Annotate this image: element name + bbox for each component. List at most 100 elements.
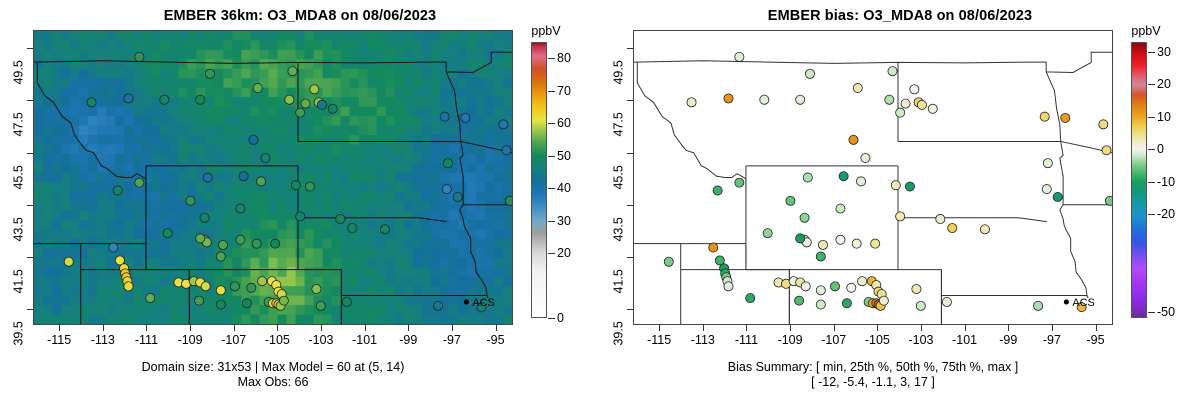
station-marker[interactable]	[134, 177, 145, 188]
station-marker[interactable]	[476, 302, 487, 313]
station-marker[interactable]	[251, 238, 262, 249]
station-marker[interactable]	[802, 172, 813, 183]
station-marker[interactable]	[846, 282, 857, 293]
station-marker[interactable]	[815, 285, 826, 296]
station-marker[interactable]	[114, 255, 125, 266]
station-marker[interactable]	[887, 66, 898, 77]
station-marker[interactable]	[686, 97, 697, 108]
station-marker[interactable]	[800, 281, 811, 292]
station-marker[interactable]	[241, 298, 252, 309]
station-marker[interactable]	[162, 228, 173, 239]
station-marker[interactable]	[1042, 158, 1053, 169]
station-marker[interactable]	[1101, 145, 1112, 156]
station-marker[interactable]	[904, 181, 915, 192]
station-marker[interactable]	[759, 94, 770, 105]
station-marker[interactable]	[1060, 112, 1071, 123]
station-marker[interactable]	[257, 276, 268, 287]
station-marker[interactable]	[145, 293, 156, 304]
station-marker[interactable]	[1052, 192, 1063, 202]
station-marker[interactable]	[159, 94, 170, 105]
station-marker[interactable]	[860, 153, 871, 163]
station-marker[interactable]	[215, 251, 226, 262]
station-marker[interactable]	[890, 180, 901, 191]
station-marker[interactable]	[712, 185, 723, 196]
station-marker[interactable]	[927, 103, 938, 114]
station-marker[interactable]	[278, 295, 289, 306]
station-marker[interactable]	[947, 223, 958, 234]
station-marker[interactable]	[311, 284, 322, 295]
station-marker[interactable]	[915, 300, 926, 311]
station-marker[interactable]	[112, 185, 123, 196]
station-marker[interactable]	[246, 282, 257, 293]
station-marker[interactable]	[804, 68, 815, 79]
station-marker[interactable]	[857, 276, 868, 287]
station-marker[interactable]	[284, 94, 295, 105]
station-marker[interactable]	[818, 239, 828, 250]
station-marker[interactable]	[460, 112, 471, 123]
station-marker[interactable]	[194, 295, 205, 306]
map-plot-bias[interactable]: ACS	[633, 30, 1113, 325]
station-marker[interactable]	[195, 94, 206, 105]
station-marker[interactable]	[895, 211, 906, 222]
station-marker[interactable]	[841, 298, 852, 309]
station-marker[interactable]	[762, 228, 773, 239]
station-marker[interactable]	[795, 233, 806, 244]
station-marker[interactable]	[341, 296, 352, 307]
station-marker[interactable]	[1041, 184, 1052, 195]
station-marker[interactable]	[442, 158, 453, 169]
station-marker[interactable]	[734, 177, 745, 188]
station-marker[interactable]	[909, 84, 920, 95]
station-marker[interactable]	[433, 300, 444, 311]
station-marker[interactable]	[795, 94, 806, 105]
station-marker[interactable]	[935, 214, 946, 224]
station-marker[interactable]	[856, 176, 867, 187]
station-marker[interactable]	[799, 212, 810, 223]
station-marker[interactable]	[835, 203, 846, 214]
station-marker[interactable]	[815, 251, 826, 262]
station-marker[interactable]	[218, 239, 228, 250]
station-marker[interactable]	[979, 224, 990, 235]
station-marker[interactable]	[252, 83, 263, 93]
station-marker[interactable]	[295, 211, 306, 222]
station-marker[interactable]	[63, 256, 74, 267]
station-marker[interactable]	[304, 181, 315, 192]
station-marker[interactable]	[1033, 300, 1044, 311]
station-marker[interactable]	[202, 172, 213, 183]
station-marker[interactable]	[1039, 111, 1050, 122]
station-marker[interactable]	[295, 107, 306, 118]
station-marker[interactable]	[439, 111, 450, 122]
station-marker[interactable]	[315, 300, 326, 311]
station-marker[interactable]	[504, 195, 512, 206]
station-marker[interactable]	[335, 214, 346, 224]
station-marker[interactable]	[895, 107, 906, 118]
station-marker[interactable]	[287, 66, 298, 77]
station-marker[interactable]	[916, 99, 927, 110]
station-marker[interactable]	[851, 238, 862, 249]
station-marker[interactable]	[195, 233, 206, 244]
station-marker[interactable]	[794, 295, 805, 306]
station-marker[interactable]	[238, 171, 249, 182]
station-marker[interactable]	[86, 97, 97, 108]
station-marker[interactable]	[327, 103, 338, 114]
station-marker[interactable]	[663, 256, 674, 267]
station-marker[interactable]	[941, 296, 952, 307]
station-marker[interactable]	[290, 180, 301, 191]
station-marker[interactable]	[235, 203, 246, 214]
station-marker[interactable]	[878, 295, 889, 306]
station-marker[interactable]	[347, 223, 358, 234]
station-marker[interactable]	[452, 192, 463, 202]
station-marker[interactable]	[723, 93, 734, 104]
station-marker[interactable]	[815, 299, 826, 310]
station-marker[interactable]	[723, 281, 734, 292]
station-marker[interactable]	[134, 51, 145, 62]
station-marker[interactable]	[900, 98, 911, 109]
station-marker[interactable]	[215, 285, 226, 296]
station-marker[interactable]	[1076, 302, 1087, 313]
station-marker[interactable]	[256, 176, 267, 187]
station-marker[interactable]	[838, 171, 849, 182]
station-marker[interactable]	[911, 284, 922, 295]
station-marker[interactable]	[829, 281, 840, 292]
station-marker[interactable]	[835, 234, 846, 245]
station-marker[interactable]	[200, 281, 211, 292]
station-markers[interactable]	[63, 51, 512, 313]
